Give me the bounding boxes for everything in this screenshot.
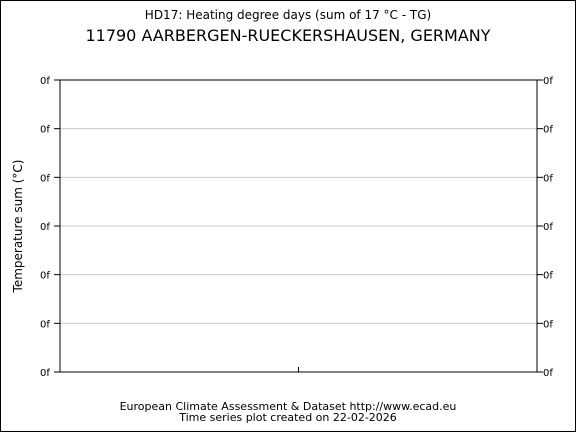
y-tick-label-left: 0f	[40, 368, 50, 379]
y-tick-label-right: 0f	[543, 319, 553, 330]
chart-subtitle: 11790 AARBERGEN-RUECKERSHAUSEN, GERMANY	[85, 26, 491, 45]
y-tick-label-left: 0f	[40, 76, 50, 87]
y-ticks-right: 0f 0f 0f 0f 0f 0f 0f	[537, 76, 553, 379]
y-axis-label: Temperature sum (°C)	[11, 160, 25, 294]
footer-source: European Climate Assessment & Dataset ht…	[119, 400, 457, 413]
y-tick-label-right: 0f	[543, 271, 553, 282]
y-tick-label-right: 0f	[543, 222, 553, 233]
y-tick-label-left: 0f	[40, 125, 50, 136]
y-tick-label-left: 0f	[40, 271, 50, 282]
chart-title: HD17: Heating degree days (sum of 17 °C …	[144, 8, 432, 22]
y-tick-label-right: 0f	[543, 76, 553, 87]
y-tick-label-left: 0f	[40, 222, 50, 233]
y-tick-label-right: 0f	[543, 368, 553, 379]
y-tick-label-right: 0f	[543, 173, 553, 184]
y-ticks-left: 0f 0f 0f 0f 0f 0f 0f	[40, 76, 60, 379]
grid-lines	[60, 128, 537, 324]
y-tick-label-right: 0f	[543, 125, 553, 136]
footer-created: Time series plot created on 22-02-2026	[179, 411, 397, 424]
y-tick-label-left: 0f	[40, 173, 50, 184]
y-tick-label-left: 0f	[40, 319, 50, 330]
